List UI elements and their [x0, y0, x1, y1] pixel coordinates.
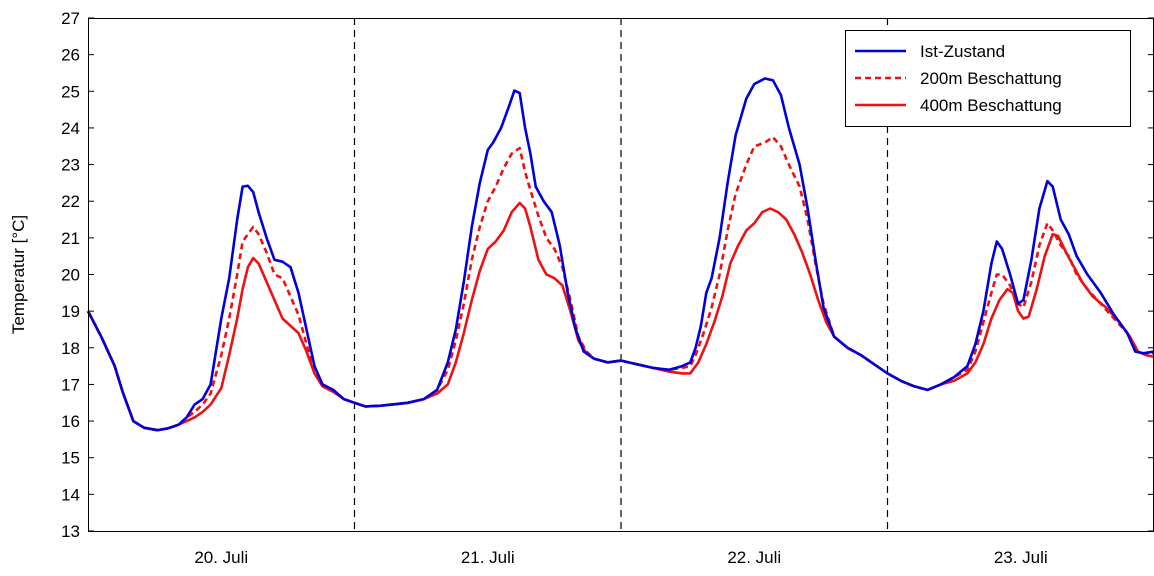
y-tick-label: 25 [61, 82, 80, 101]
y-tick-label: 27 [61, 9, 80, 28]
y-tick-label: 13 [61, 522, 80, 541]
y-axis-label: Temperatur [°C] [9, 215, 28, 334]
y-tick-label: 17 [61, 375, 80, 394]
series-line-2 [86, 135, 1154, 432]
y-tick-label: 15 [61, 449, 80, 468]
y-tick-label: 26 [61, 46, 80, 65]
legend-label: 200m Beschattung [920, 69, 1062, 88]
day-separators [353, 18, 889, 531]
y-tick-label: 16 [61, 412, 80, 431]
x-day-label: 21. Juli [461, 548, 515, 567]
y-tick-label: 23 [61, 156, 80, 175]
y-tick-label: 19 [61, 302, 80, 321]
x-day-label: 20. Juli [194, 548, 248, 567]
legend: Ist-Zustand 200m Beschattung 400m Beschatt… [845, 30, 1131, 127]
y-tick-label: 22 [61, 192, 80, 211]
x-axis-day-labels: 20. Juli 21. Juli 22. Juli 23. Juli [194, 548, 1047, 567]
legend-items: Ist-Zustand 200m Beschattung 400m Beschatt… [855, 42, 1062, 115]
legend-label: 400m Beschattung [920, 96, 1062, 115]
x-day-label: 23. Juli [994, 548, 1048, 567]
y-tick-label: 14 [61, 485, 80, 504]
legend-box [845, 30, 1131, 127]
x-day-label: 22. Juli [727, 548, 781, 567]
series-line-1 [86, 77, 1154, 432]
y-axis-ticks: 13 14 15 16 17 18 19 20 21 22 23 24 25 26 27 [61, 9, 1154, 541]
y-tick-label: 18 [61, 339, 80, 358]
y-tick-label: 20 [61, 266, 80, 285]
y-tick-label: 24 [61, 119, 80, 138]
y-tick-label: 21 [61, 229, 80, 248]
series-lines [86, 77, 1154, 432]
legend-label: Ist-Zustand [920, 42, 1005, 61]
